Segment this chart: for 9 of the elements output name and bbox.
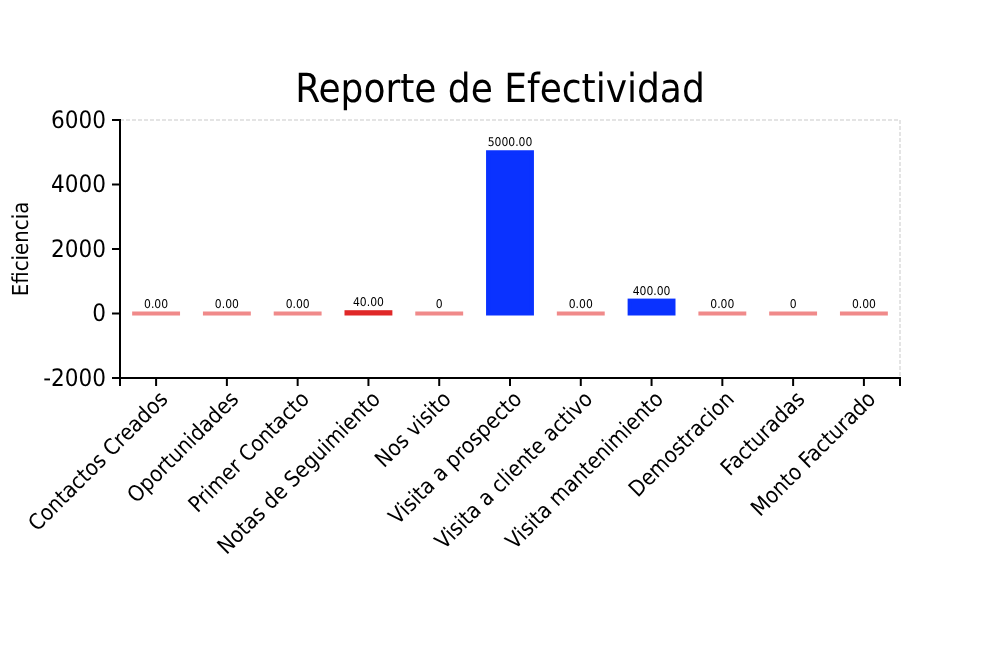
bar: [627, 298, 676, 316]
y-tick-label: 6000: [51, 105, 107, 134]
y-tick-label: -2000: [43, 363, 107, 392]
y-tick-label: 0: [92, 299, 107, 328]
y-tick-label: 4000: [51, 170, 107, 199]
y-axis-title: Eficiencia: [8, 201, 34, 297]
chart-title: Reporte de Efectividad: [295, 64, 705, 112]
y-tick-label: 2000: [51, 234, 107, 263]
bar: [486, 150, 534, 316]
